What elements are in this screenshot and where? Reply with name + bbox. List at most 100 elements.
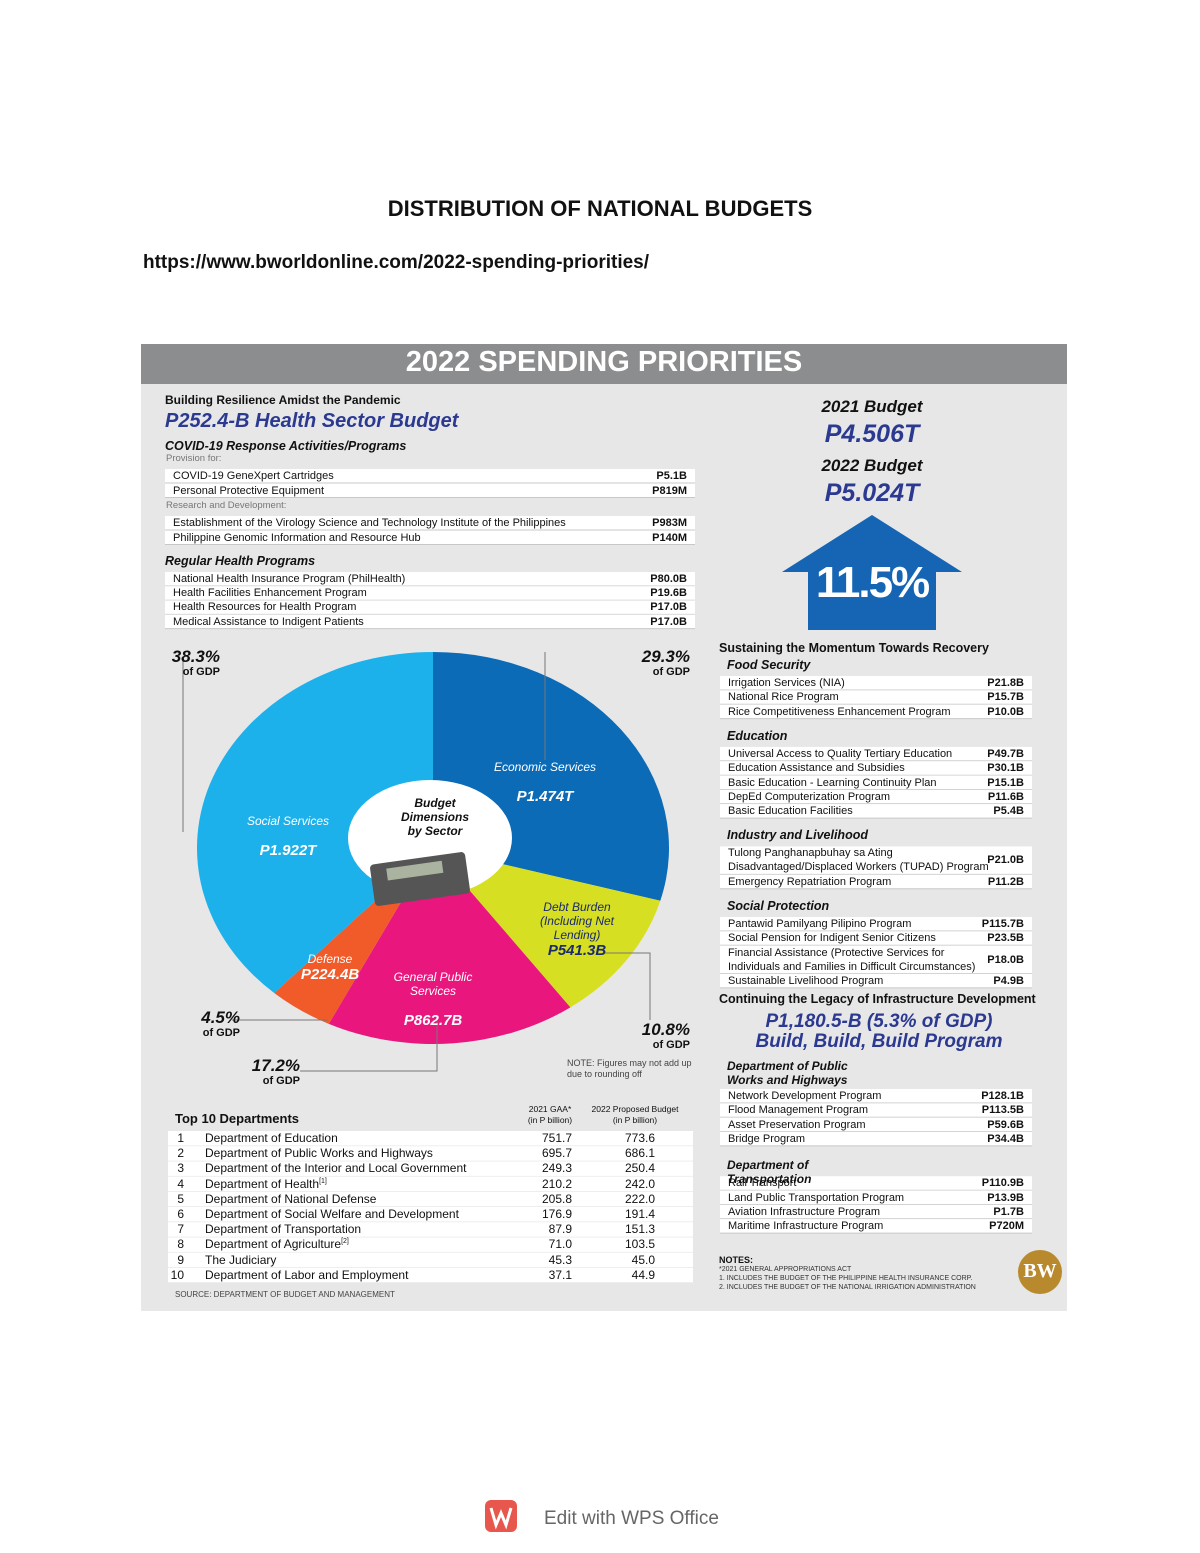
row-label: Basic Education - Learning Continuity Pl… [728,776,937,789]
row-value: P115.7B [981,918,1024,930]
row-bg [720,846,1032,875]
infographic-title: 2022 SPENDING PRIORITIES [405,346,803,378]
row-label: Aviation Infrastructure Program [728,1205,881,1218]
gdp-share: 29.3% [641,647,690,666]
rank: 5 [177,1191,184,1206]
row-value: P34.4B [987,1132,1024,1145]
footnote-ref: [1] [319,1177,327,1185]
rank: 6 [177,1207,184,1221]
row-label: Social Pension for Indigent Senior Citiz… [728,932,936,945]
row-label: Health Facilities Enhancement Program [173,587,367,600]
section-title: Department of Transportation [727,1158,812,1187]
dept-name: The Judiciary [205,1252,277,1267]
leader-line [300,1020,438,1072]
gdp-note: of GDP [262,1075,300,1087]
calculator [370,852,470,906]
row-label: Rail Transport [728,1177,797,1190]
row-bg [720,1204,1032,1219]
gaa: 205.8 [541,1191,572,1206]
gaa: 751.7 [541,1131,572,1145]
gdp-share: 4.5% [201,1008,240,1027]
dept-name: Department of National Defense [205,1191,377,1206]
slice-value: P1.474T [516,788,574,805]
row-value: P17.0B [650,615,687,628]
proposed: 44.9 [631,1267,655,1282]
row-bg [165,572,695,586]
row-bg [720,761,1032,776]
row-bg [165,516,695,530]
row-bg [165,600,695,615]
budget-label: 2021 Budget [821,397,923,416]
rank: 10 [170,1267,184,1282]
row-bg [720,917,1032,931]
section-title: Social Protection [727,899,830,913]
row-label: Individuals and Families in Difficult Ci… [728,960,976,973]
row-bg [720,789,1032,804]
row-value: P819M [652,484,687,497]
table-row-bg [168,1191,693,1207]
section-title: Education [727,728,788,743]
proposed: 686.1 [624,1146,655,1161]
gdp-note: of GDP [182,666,220,678]
budget-value: P4.506T [824,420,920,448]
rank: 3 [177,1161,184,1176]
rank: 9 [177,1252,184,1267]
table-heading: Top 10 Departments [175,1111,300,1126]
dept-name: Department of Education [205,1131,338,1145]
rank: 1 [177,1131,184,1145]
row-bg [165,469,695,483]
footnote-ref: [2] [341,1238,349,1246]
row-label: Medical Assistance to Indigent Patients [173,615,364,628]
row-label: Maritime Infrastructure Program [728,1220,884,1233]
row-bg [720,804,1032,819]
row-bg [165,483,695,498]
gaa: 45.3 [548,1252,572,1267]
row-bg [720,1219,1032,1234]
row-bg [720,775,1032,790]
group-label: Provision for: [166,453,222,464]
row-value: P21.8B [987,677,1024,689]
row-value: P11.6B [987,790,1024,803]
calculator-screen [386,860,444,881]
section-heading: COVID-19 Response Activities/Programs [165,439,407,453]
slice-value: P224.4B [300,966,360,983]
table-row-bg [168,1267,693,1283]
pie-center-label: Budget Dimensions by Sector [400,796,469,838]
note-line: 1. INCLUDES THE BUDGET OF THE PHILIPPINE… [719,1275,973,1282]
row-bg [720,1117,1032,1132]
slice-value: P1.922T [259,842,317,859]
gaa: 37.1 [548,1267,572,1282]
slice-name: Social Services [246,814,330,828]
slice-name: Debt Burden (Including Net Lending) [539,900,615,942]
row-label: Basic Education Facilities [728,805,853,818]
row-label: Education Assistance and Subsidies [728,762,905,775]
row-label: Universal Access to Quality Tertiary Edu… [728,747,953,760]
dept-name: Department of Health[1] [205,1176,327,1191]
infra-headline: P1,180.5-B (5.3% of GDP) [765,1011,993,1032]
row-value: P1.7B [993,1205,1024,1218]
row-value: P49.7B [987,747,1024,760]
dept-name: Department of Labor and Employment [205,1267,409,1282]
col-header: 2021 GAA* [528,1104,572,1114]
footer-text: Edit with WPS Office [544,1508,719,1529]
row-bg [720,1131,1032,1146]
note-line: *2021 GENERAL APPROPRIATIONS ACT [719,1266,852,1273]
row-value: P10.0B [987,705,1024,718]
row-label: Irrigation Services (NIA) [728,677,845,689]
budget-value: P5.024T [824,479,920,507]
growth-arrow [782,515,962,630]
dept-name: Department of Transportation [205,1222,362,1237]
source: SOURCE: DEPARTMENT OF BUDGET AND MANAGEM… [175,1290,395,1299]
leader-line [605,952,651,1020]
row-label: Land Public Transportation Program [728,1191,905,1204]
proposed: 250.4 [624,1161,655,1176]
col-header: 2022 Proposed Budget [591,1104,679,1114]
row-value: P59.6B [987,1118,1024,1131]
table-row-bg [168,1207,693,1222]
row-bg [165,586,695,601]
row-label: Disadvantaged/Displaced Workers (TUPAD) … [728,861,989,874]
table-row-bg [168,1161,693,1176]
group-label: Research and Development: [166,500,287,511]
source-url: https://www.bworldonline.com/2022-spendi… [143,252,650,273]
